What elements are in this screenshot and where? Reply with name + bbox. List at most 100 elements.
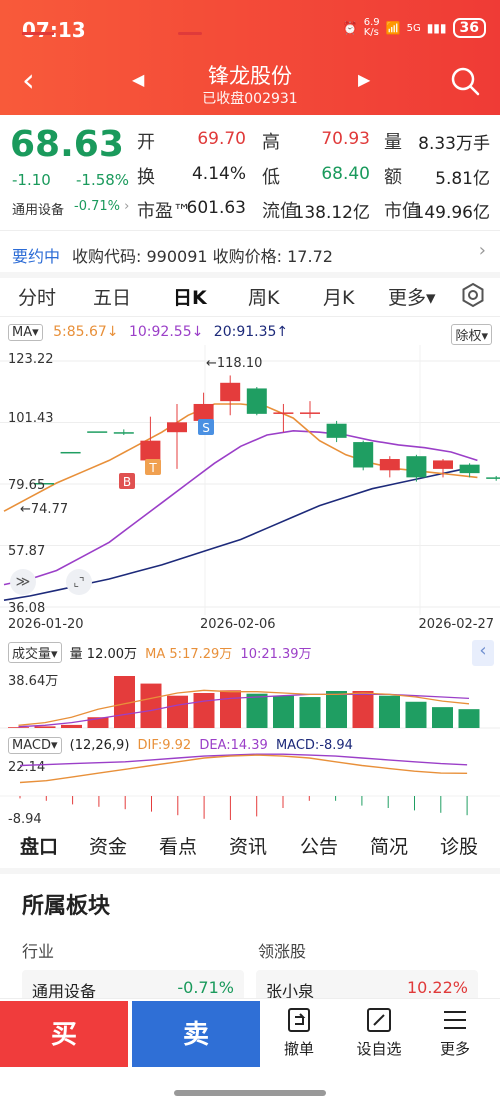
sell-marker xyxy=(198,419,214,435)
info-tabs: 盘口 资金 看点 资讯 公告 简况 诊股 xyxy=(0,832,500,866)
alarm-icon: ⏰ xyxy=(342,21,358,35)
candle-body xyxy=(34,483,54,485)
volume-ma5: MA 5:17.29万 xyxy=(145,647,233,662)
info-tab[interactable]: 看点 xyxy=(159,836,198,858)
next-stock-icon[interactable]: ▶ xyxy=(358,70,371,89)
sector-name: 通用设备 xyxy=(12,203,65,218)
prev-stock-icon[interactable]: ◀ xyxy=(132,70,145,89)
macd-chart xyxy=(0,753,500,820)
candle-body xyxy=(113,432,134,434)
add-watchlist-button[interactable]: 设自选 xyxy=(344,1006,414,1059)
cancel-order-button[interactable]: 撤单 xyxy=(264,1006,334,1059)
volume-bar xyxy=(193,693,215,728)
sell-button[interactable]: 卖 xyxy=(132,1001,260,1067)
quote-value: 8.33万手 xyxy=(418,134,490,154)
low-annotation: ←74.77 xyxy=(20,502,68,517)
candle-body xyxy=(193,403,214,421)
volume-bar xyxy=(61,724,82,728)
ma5-value: 5:85.67↓ xyxy=(53,324,119,340)
quote-label: 流值 xyxy=(262,201,298,222)
volume-bar xyxy=(246,693,268,728)
tender-offer-bar[interactable]: 要约中 收购代码: 990091 收购价格: 17.72 › xyxy=(0,236,500,270)
period-tabs: 分时 五日 日K 周K 月K 更多▾ xyxy=(0,280,500,314)
info-tab[interactable]: 资金 xyxy=(89,836,128,858)
volume-legend: 成交量▾ 量 12.00万 MA 5:17.29万 10:21.39万 xyxy=(8,642,312,663)
price-change: -1.10 xyxy=(12,171,51,189)
candle-body xyxy=(379,459,400,471)
settings-icon[interactable] xyxy=(460,282,486,308)
info-tab[interactable]: 盘口 xyxy=(20,836,59,858)
period-tab[interactable]: 分时 xyxy=(18,287,57,309)
header: 07:13 ⏰ 6.9 K/s 📶 5G ▮▮▮ 36 ‹ ◀ ▶ 锋龙股份 已… xyxy=(0,0,500,115)
macd-legend: MACD▾ (12,26,9) DIF:9.92 DEA:14.39 MACD:… xyxy=(8,737,353,754)
macd-bottom-tick: -8.94 xyxy=(8,812,42,827)
signal-icon: ▮▮▮ xyxy=(426,21,447,35)
period-tab[interactable]: 日K xyxy=(173,287,207,309)
period-tab[interactable]: 月K xyxy=(323,287,355,309)
take-marker xyxy=(145,459,161,475)
volume-chart xyxy=(0,676,500,729)
leader-card[interactable]: 张小泉 10.22% xyxy=(256,970,478,1002)
y-tick: 57.87 xyxy=(8,544,46,559)
volume-bar xyxy=(87,717,109,728)
info-tab[interactable]: 简况 xyxy=(370,836,409,858)
quote-value: 70.93 xyxy=(321,129,370,149)
buy-button[interactable]: 买 xyxy=(0,1001,128,1067)
volume-bar xyxy=(34,726,56,728)
tab-underline xyxy=(178,32,202,35)
quote-label: 市值 xyxy=(384,201,420,222)
cancel-order-label: 撤单 xyxy=(283,1040,314,1058)
candle-body xyxy=(406,456,427,478)
more-button[interactable]: 更多 xyxy=(420,1006,490,1059)
info-tab[interactable]: 诊股 xyxy=(440,836,479,858)
net-speed: 6.9 K/s xyxy=(363,17,380,38)
y-tick: 101.43 xyxy=(8,411,54,426)
ex-right-selector[interactable]: 除权▾ xyxy=(451,324,492,345)
last-price: 68.63 xyxy=(10,124,124,165)
high-annotation: ←118.10 xyxy=(206,356,262,371)
fast-forward-icon[interactable]: ≫ xyxy=(10,569,36,595)
period-tab[interactable]: 周K xyxy=(248,287,280,309)
section-gap xyxy=(0,868,500,874)
back-icon[interactable]: ‹ xyxy=(22,61,35,99)
candle-body xyxy=(220,382,241,402)
macd-dea: DEA:14.39 xyxy=(199,738,268,753)
battery-icon: 36 xyxy=(452,18,486,38)
ma5-line xyxy=(3,403,478,512)
volume-bar xyxy=(299,697,321,728)
info-tab[interactable]: 公告 xyxy=(300,836,339,858)
chevron-right-icon: › xyxy=(478,240,486,261)
candle-body xyxy=(433,460,453,469)
kline-chart[interactable]: B T S ←118.10 ←74.77 xyxy=(0,345,500,615)
industry-label: 行业 xyxy=(22,942,55,961)
edit-icon xyxy=(367,1008,391,1032)
sector-change: -0.71% › xyxy=(74,199,130,214)
industry-card[interactable]: 通用设备 -0.71% xyxy=(22,970,244,1002)
quote-label: 低 xyxy=(262,167,280,188)
quote-value: 138.12亿 xyxy=(293,203,370,223)
volume-bar xyxy=(167,695,188,728)
ma-legend: MA▾ 5:85.67↓ 10:92.55↓ 20:91.35↑ xyxy=(8,324,288,341)
info-tab[interactable]: 资讯 xyxy=(229,836,268,858)
quote-value: 601.63 xyxy=(186,198,246,218)
volume-bar xyxy=(140,683,162,728)
candle-body xyxy=(60,451,81,454)
side-panel-toggle[interactable]: ‹ xyxy=(472,640,494,666)
expand-icon[interactable]: ⌞⌝ xyxy=(66,569,92,595)
volume-bar xyxy=(220,690,241,728)
macd-dif-line xyxy=(19,754,468,784)
price-change-pct: -1.58% xyxy=(76,171,130,189)
macd-selector[interactable]: MACD▾ xyxy=(8,737,62,754)
sector-link[interactable]: 通用设备 xyxy=(12,199,64,218)
y-tick: 123.22 xyxy=(8,352,54,367)
candle-body xyxy=(459,464,480,474)
quote-value: 68.40 xyxy=(321,164,370,184)
period-tab[interactable]: 更多▾ xyxy=(388,287,436,309)
candle-body xyxy=(140,440,161,461)
more-label: 更多 xyxy=(439,1040,470,1058)
home-indicator xyxy=(174,1090,326,1096)
network-type: 5G xyxy=(406,22,421,34)
ma-selector[interactable]: MA▾ xyxy=(8,324,43,341)
search-icon[interactable] xyxy=(450,66,480,96)
period-tab[interactable]: 五日 xyxy=(93,287,132,309)
